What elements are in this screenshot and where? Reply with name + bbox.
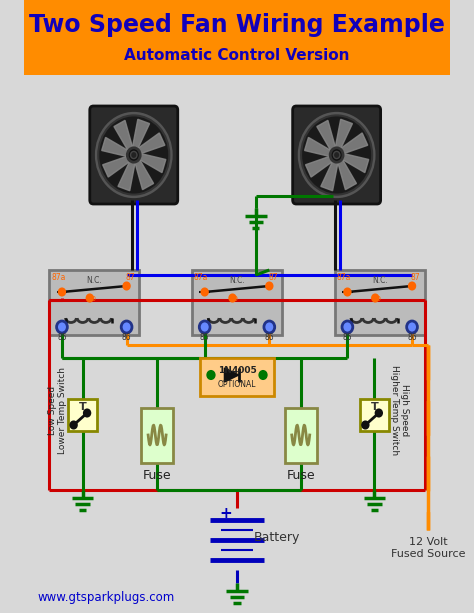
Circle shape	[409, 283, 415, 289]
Text: 30: 30	[373, 296, 382, 302]
Polygon shape	[103, 156, 129, 177]
Text: 85: 85	[343, 332, 352, 341]
Text: 86: 86	[122, 332, 131, 341]
Circle shape	[199, 321, 210, 333]
Text: Fuse: Fuse	[286, 468, 315, 481]
Polygon shape	[343, 154, 369, 173]
Polygon shape	[114, 120, 133, 150]
Text: 30: 30	[230, 296, 239, 302]
Circle shape	[87, 294, 93, 302]
Text: www.gtsparkplugs.com: www.gtsparkplugs.com	[38, 592, 175, 604]
Text: 87a: 87a	[51, 273, 65, 281]
Text: T: T	[371, 402, 378, 412]
Circle shape	[344, 289, 351, 295]
Circle shape	[229, 294, 236, 302]
Text: 87a: 87a	[194, 273, 208, 281]
Text: 87: 87	[411, 273, 420, 281]
Circle shape	[259, 371, 266, 379]
Text: 30: 30	[87, 296, 96, 302]
Polygon shape	[341, 133, 368, 154]
Bar	[24, 0, 450, 75]
Polygon shape	[118, 162, 135, 191]
Circle shape	[266, 283, 273, 289]
Text: 85: 85	[57, 332, 67, 341]
Polygon shape	[138, 133, 165, 154]
Polygon shape	[338, 159, 356, 189]
Text: Automatic Control Version: Automatic Control Version	[124, 47, 350, 63]
Text: N.C.: N.C.	[229, 275, 245, 284]
Text: 87a: 87a	[337, 273, 351, 281]
Circle shape	[407, 321, 418, 333]
Circle shape	[98, 115, 169, 194]
Bar	[360, 399, 389, 431]
FancyBboxPatch shape	[90, 106, 178, 204]
Polygon shape	[317, 120, 336, 150]
Text: Fuse: Fuse	[143, 468, 172, 481]
Text: T: T	[79, 402, 86, 412]
Circle shape	[342, 321, 353, 333]
Text: 12 Volt
Fused Source: 12 Volt Fused Source	[391, 537, 465, 559]
Polygon shape	[224, 368, 239, 382]
Circle shape	[201, 289, 208, 295]
Circle shape	[330, 148, 343, 162]
Text: OPTIONAL: OPTIONAL	[218, 379, 256, 389]
Bar	[49, 270, 139, 335]
Polygon shape	[305, 137, 331, 156]
Circle shape	[128, 148, 140, 162]
Text: High Speed
Higher Temp Switch: High Speed Higher Temp Switch	[390, 365, 409, 455]
Polygon shape	[133, 120, 150, 148]
Circle shape	[301, 115, 372, 194]
Bar	[200, 358, 274, 396]
Polygon shape	[140, 154, 166, 173]
Bar	[284, 408, 317, 463]
Circle shape	[208, 371, 215, 379]
Bar	[68, 399, 97, 431]
Text: N.C.: N.C.	[86, 275, 102, 284]
Text: 87: 87	[268, 273, 278, 281]
Circle shape	[123, 283, 130, 289]
Text: 86: 86	[264, 332, 274, 341]
Circle shape	[84, 409, 90, 416]
Bar	[192, 270, 282, 335]
Polygon shape	[306, 156, 332, 177]
Text: Two Speed Fan Wiring Example: Two Speed Fan Wiring Example	[29, 13, 445, 37]
Text: Low Speed
Lower Temp Switch: Low Speed Lower Temp Switch	[48, 367, 67, 454]
Polygon shape	[321, 162, 338, 191]
Circle shape	[59, 289, 65, 295]
FancyBboxPatch shape	[292, 106, 381, 204]
Text: 1N4005: 1N4005	[218, 365, 256, 375]
Circle shape	[97, 113, 171, 196]
Text: Battery: Battery	[254, 531, 301, 544]
Text: +: +	[220, 506, 233, 522]
Circle shape	[71, 422, 77, 428]
Circle shape	[333, 151, 340, 159]
Circle shape	[300, 113, 374, 196]
Polygon shape	[102, 137, 128, 156]
Text: 85: 85	[200, 332, 210, 341]
Circle shape	[376, 409, 382, 416]
Circle shape	[372, 294, 378, 302]
Bar	[335, 270, 425, 335]
Circle shape	[56, 321, 67, 333]
Circle shape	[362, 422, 368, 428]
Polygon shape	[135, 159, 154, 189]
Circle shape	[264, 321, 275, 333]
Text: 86: 86	[407, 332, 417, 341]
Text: 87: 87	[125, 273, 135, 281]
Circle shape	[130, 151, 137, 159]
Text: N.C.: N.C.	[372, 275, 388, 284]
Circle shape	[121, 321, 132, 333]
Bar	[141, 408, 173, 463]
Polygon shape	[336, 120, 353, 148]
